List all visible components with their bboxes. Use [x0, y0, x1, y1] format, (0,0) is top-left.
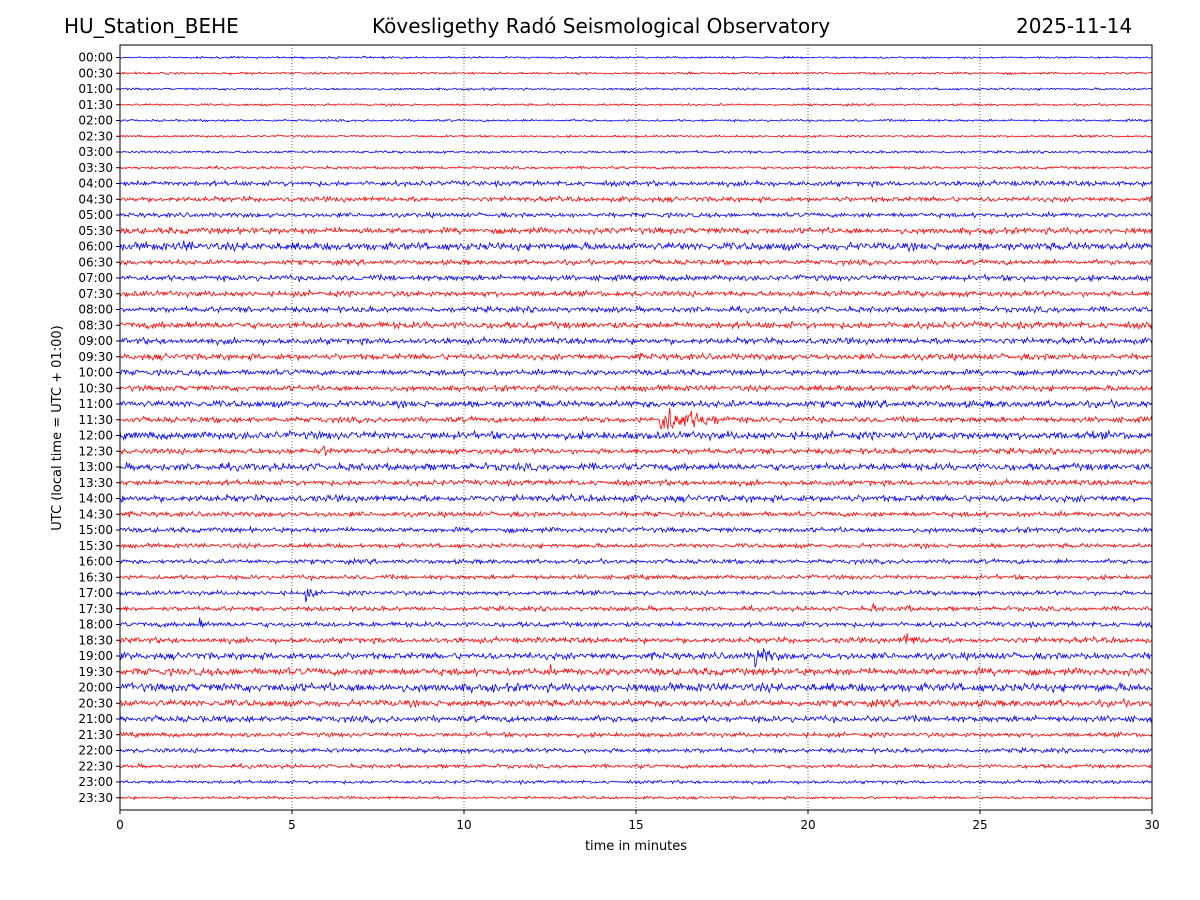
y-tick-label-1000: 10:00 — [78, 366, 113, 380]
y-tick-label-1400: 14:00 — [78, 492, 113, 506]
x-tick-label-10: 10 — [456, 818, 471, 832]
trace-1130 — [119, 407, 1153, 430]
y-tick-label-0200: 02:00 — [78, 114, 113, 128]
trace-0830 — [119, 320, 1153, 331]
y-tick-label-1930: 19:30 — [78, 665, 113, 679]
y-tick-label-0900: 09:00 — [78, 334, 113, 348]
y-tick-label-0130: 01:30 — [78, 98, 113, 112]
station-title: HU_Station_BEHE — [64, 14, 239, 38]
y-tick-label-1900: 19:00 — [78, 649, 113, 663]
trace-1530 — [119, 541, 1153, 550]
trace-2100 — [119, 713, 1153, 724]
y-tick-label-1100: 11:00 — [78, 397, 113, 411]
trace-2030 — [119, 697, 1153, 709]
y-tick-label-0000: 00:00 — [78, 51, 113, 65]
y-tick-label-2300: 23:00 — [78, 775, 113, 789]
trace-0700 — [119, 273, 1153, 283]
y-tick-label-2000: 20:00 — [78, 681, 113, 695]
y-tick-label-0830: 08:30 — [78, 318, 113, 332]
date-title: 2025-11-14 — [1016, 14, 1133, 38]
y-tick-label-2100: 21:00 — [78, 712, 113, 726]
y-tick-label-1030: 10:30 — [78, 381, 113, 395]
trace-0100 — [119, 86, 1153, 92]
y-tick-label-0300: 03:00 — [78, 145, 113, 159]
trace-0900 — [119, 335, 1153, 347]
trace-0630 — [119, 257, 1153, 267]
y-axis-label: UTC (local time = UTC + 01:00) — [50, 325, 65, 530]
y-tick-label-0030: 00:30 — [78, 66, 113, 80]
x-tick-label-15: 15 — [628, 818, 643, 832]
trace-1430 — [119, 509, 1153, 519]
y-tick-label-1700: 17:00 — [78, 586, 113, 600]
y-tick-label-0800: 08:00 — [78, 303, 113, 317]
trace-1100 — [119, 398, 1153, 410]
y-tick-label-1630: 16:30 — [78, 570, 113, 584]
x-tick-label-25: 25 — [972, 818, 987, 832]
trace-1500 — [119, 525, 1153, 535]
y-tick-label-0330: 03:30 — [78, 161, 113, 175]
y-tick-label-1330: 13:30 — [78, 476, 113, 490]
y-tick-label-1430: 14:30 — [78, 507, 113, 521]
x-axis-label: time in minutes — [585, 839, 687, 854]
y-tick-label-0400: 04:00 — [78, 177, 113, 191]
y-tick-label-1230: 12:30 — [78, 444, 113, 458]
y-tick-label-1300: 13:00 — [78, 460, 113, 474]
y-tick-label-2200: 22:00 — [78, 744, 113, 758]
y-tick-label-1200: 12:00 — [78, 429, 113, 443]
y-tick-label-0930: 09:30 — [78, 350, 113, 364]
y-tick-label-0530: 05:30 — [78, 224, 113, 238]
trace-1630 — [119, 573, 1153, 582]
trace-1800 — [119, 617, 1153, 630]
observatory-title: Kövesligethy Radó Seismological Observat… — [372, 14, 831, 38]
trace-1030 — [119, 383, 1153, 394]
y-tick-label-1800: 18:00 — [78, 618, 113, 632]
y-tick-label-2330: 23:30 — [78, 791, 113, 805]
y-tick-label-1500: 15:00 — [78, 523, 113, 537]
trace-1300 — [119, 461, 1153, 473]
y-tick-label-1730: 17:30 — [78, 602, 113, 616]
y-tick-label-0230: 02:30 — [78, 129, 113, 143]
y-tick-label-1130: 11:30 — [78, 413, 113, 427]
grid-group — [291, 45, 981, 810]
x-tick-label-30: 30 — [1144, 818, 1159, 832]
trace-0300 — [119, 149, 1153, 155]
x-tick-label-0: 0 — [116, 818, 124, 832]
y-tick-label-0100: 01:00 — [78, 82, 113, 96]
y-tick-label-0700: 07:00 — [78, 271, 113, 285]
y-tick-label-1530: 15:30 — [78, 539, 113, 553]
trace-group — [119, 55, 1153, 801]
trace-2230 — [119, 762, 1153, 770]
y-tick-label-0730: 07:30 — [78, 287, 113, 301]
x-axis: 0 5 10 15 20 25 30 — [116, 810, 1160, 832]
trace-0130 — [119, 102, 1153, 108]
trace-0330 — [119, 164, 1153, 171]
y-tick-label-0630: 06:30 — [78, 255, 113, 269]
y-tick-label-1600: 16:00 — [78, 555, 113, 569]
x-tick-label-20: 20 — [800, 818, 815, 832]
y-tick-label-0430: 04:30 — [78, 192, 113, 206]
y-tick-label-2230: 22:30 — [78, 759, 113, 773]
trace-1730 — [119, 602, 1153, 613]
y-tick-label-0600: 06:00 — [78, 240, 113, 254]
y-tick-label-1830: 18:30 — [78, 633, 113, 647]
y-tick-label-2130: 21:30 — [78, 728, 113, 742]
y-tick-label-2030: 20:30 — [78, 696, 113, 710]
y-tick-label-0500: 05:00 — [78, 208, 113, 222]
x-tick-label-5: 5 — [288, 818, 296, 832]
